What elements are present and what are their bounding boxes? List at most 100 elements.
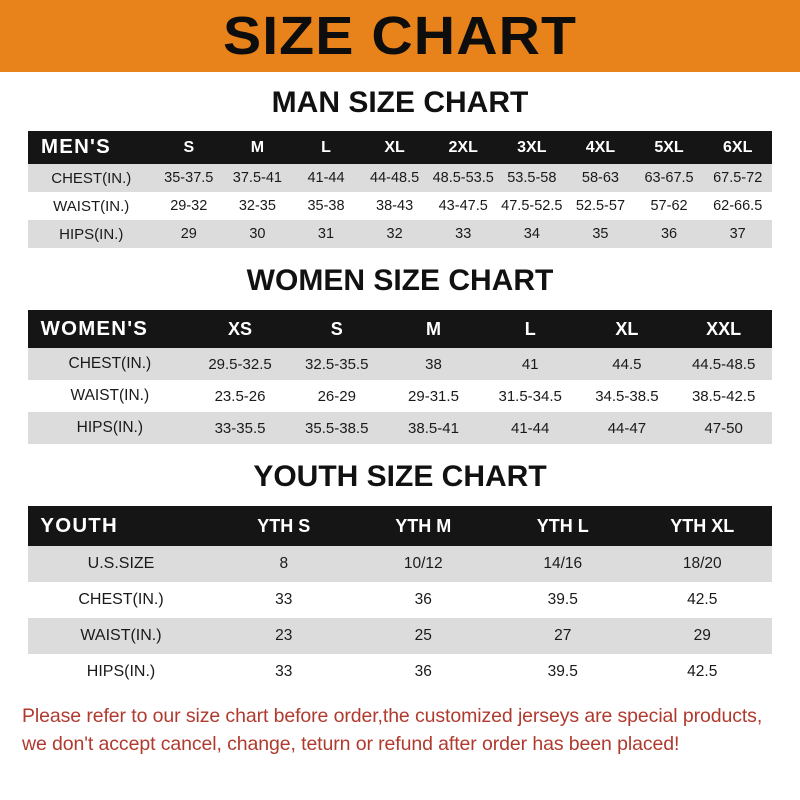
women-measurement-cell: 41-44 — [511, 419, 550, 437]
youth-measurement-cell: 36 — [414, 663, 432, 680]
youth-measurement-cell: 39.5 — [547, 591, 578, 608]
men-measurement-cell: 38-43 — [376, 198, 414, 214]
men-measurement-cell: 35-37.5 — [164, 170, 214, 186]
men-measurement-cell: 32-35 — [238, 198, 276, 214]
women-section: WOMEN SIZE CHART WOMEN'S XS S M L XL XXL CHEST(… — [0, 248, 800, 444]
youth-size-column-header: YTH XL — [670, 515, 735, 536]
women-header-label: WOMEN'S — [40, 317, 149, 340]
women-table-body: WOMEN'S XS S M L XL XXL CHEST(IN.) 29.5-32.5 32.5… — [28, 310, 772, 444]
women-size-column-header: XXL — [706, 318, 742, 339]
men-size-column-header: S — [183, 138, 195, 156]
men-table-body: MEN'S S M L XL 2XL 3XL 4XL 5XL 6XL CHEST(IN.) 35-37… — [28, 131, 772, 248]
youth-row-label: HIPS(IN.) — [86, 663, 156, 680]
youth-measurement-cell: 8 — [279, 555, 289, 572]
women-header-row: WOMEN'S XS S M L XL XXL — [28, 310, 772, 348]
table-row: HIPS(IN.) 33 36 39.5 42.5 — [28, 654, 772, 690]
women-measurement-cell: 44.5 — [612, 355, 642, 373]
men-measurement-cell: 41-44 — [307, 170, 345, 186]
youth-size-column-header: YTH L — [536, 515, 589, 536]
youth-measurement-cell: 39.5 — [547, 663, 578, 680]
women-measurement-cell: 38.5-41 — [408, 419, 459, 437]
men-row-label: WAIST(IN.) — [53, 197, 130, 215]
women-measurement-cell: 35.5-38.5 — [305, 419, 369, 437]
men-measurement-cell: 29-32 — [170, 198, 208, 214]
youth-measurement-cell: 33 — [275, 663, 293, 680]
men-measurement-cell: 30 — [249, 226, 266, 242]
men-row-label: CHEST(IN.) — [51, 169, 132, 187]
men-measurement-cell: 36 — [660, 226, 678, 242]
men-measurement-cell: 63-67.5 — [644, 170, 694, 186]
men-measurement-cell: 32 — [386, 226, 403, 242]
men-measurement-cell: 44-48.5 — [370, 170, 420, 186]
order-policy-note-line-2: we don't accept cancel, change, teturn o… — [22, 733, 680, 755]
youth-section: YOUTH SIZE CHART YOUTH YTH S YTH M YTH L YTH… — [0, 444, 800, 690]
men-size-column-header: L — [321, 138, 331, 156]
men-size-column-header: 2XL — [448, 138, 478, 156]
men-measurement-cell: 58-63 — [581, 170, 619, 186]
youth-table-body: YOUTH YTH S YTH M YTH L YTH XL U.S.SIZE 8 10/12… — [28, 506, 772, 690]
table-row: CHEST(IN.) 35-37.5 37.5-41 41-44 44-48.5 48.5… — [28, 164, 772, 192]
table-row: WAIST(IN.) 29-32 32-35 35-38 38-43 43-47.5 47.… — [28, 192, 772, 220]
youth-header-row: YOUTH YTH S YTH M YTH L YTH XL — [28, 506, 772, 546]
table-row: HIPS(IN.) 33-35.5 35.5-38.5 38.5-41 41-44 44-… — [28, 412, 772, 444]
men-header-label: MEN'S — [41, 136, 111, 158]
men-measurement-cell: 31 — [317, 226, 335, 242]
men-measurement-cell: 57-62 — [650, 198, 688, 214]
men-size-column-header: XL — [384, 138, 405, 156]
youth-measurement-cell: 23 — [275, 627, 293, 644]
men-header-row: MEN'S S M L XL 2XL 3XL 4XL 5XL 6XL — [28, 131, 772, 164]
men-row-label: HIPS(IN.) — [59, 225, 124, 243]
table-row: CHEST(IN.) 33 36 39.5 42.5 — [28, 582, 772, 618]
women-measurement-cell: 47-50 — [704, 419, 743, 437]
men-size-column-header: 3XL — [517, 138, 547, 156]
page-title: SIZE CHART — [222, 6, 578, 66]
women-measurement-cell: 33-35.5 — [214, 419, 266, 437]
men-measurement-cell: 47.5-52.5 — [501, 198, 563, 214]
men-size-column-header: 6XL — [723, 138, 753, 156]
men-size-table: MEN'S S M L XL 2XL 3XL 4XL 5XL 6XL CHEST(IN.) 35-37… — [28, 131, 772, 248]
men-measurement-cell: 35 — [592, 226, 609, 242]
men-measurement-cell: 52.5-57 — [575, 198, 626, 214]
men-size-column-header: 4XL — [585, 138, 616, 156]
youth-section-title: YOUTH SIZE CHART — [253, 460, 547, 493]
youth-measurement-cell: 10/12 — [403, 555, 443, 572]
youth-size-table: YOUTH YTH S YTH M YTH L YTH XL U.S.SIZE 8 10/12… — [28, 506, 772, 690]
women-measurement-cell: 31.5-34.5 — [498, 387, 562, 405]
youth-measurement-cell: 36 — [414, 591, 432, 608]
women-size-table: WOMEN'S XS S M L XL XXL CHEST(IN.) 29.5-32.5 32.5… — [28, 310, 772, 444]
women-measurement-cell: 38 — [425, 355, 442, 373]
youth-row-label: CHEST(IN.) — [78, 591, 164, 608]
men-measurement-cell: 35-38 — [307, 198, 345, 214]
youth-size-column-header: YTH S — [257, 515, 311, 536]
men-measurement-cell: 43-47.5 — [438, 198, 488, 214]
youth-row-label: U.S.SIZE — [87, 555, 155, 572]
youth-measurement-cell: 27 — [554, 627, 572, 644]
women-measurement-cell: 26-29 — [317, 387, 356, 405]
page-banner: SIZE CHART — [0, 0, 800, 72]
women-size-column-header: XL — [615, 318, 639, 339]
table-row: CHEST(IN.) 29.5-32.5 32.5-35.5 38 41 44.5 44.5… — [28, 348, 772, 380]
women-measurement-cell: 38.5-42.5 — [691, 387, 756, 405]
men-measurement-cell: 48.5-53.5 — [432, 170, 494, 186]
men-measurement-cell: 37 — [729, 226, 746, 242]
men-measurement-cell: 53.5-58 — [507, 170, 557, 186]
youth-size-column-header: YTH M — [395, 515, 452, 536]
men-measurement-cell: 29 — [180, 226, 197, 242]
order-policy-note: Please refer to our size chart before or… — [0, 690, 800, 758]
women-size-column-header: L — [524, 318, 536, 339]
youth-measurement-cell: 42.5 — [687, 663, 718, 680]
men-measurement-cell: 37.5-41 — [232, 170, 282, 186]
men-size-column-header: M — [250, 138, 265, 156]
women-section-title: WOMEN SIZE CHART — [246, 264, 554, 297]
women-size-column-header: S — [330, 318, 343, 339]
youth-measurement-cell: 18/20 — [682, 555, 722, 572]
women-measurement-cell: 41 — [521, 355, 539, 373]
men-measurement-cell: 67.5-72 — [713, 170, 763, 186]
women-measurement-cell: 29-31.5 — [408, 387, 459, 405]
women-size-column-header: XS — [228, 318, 253, 339]
women-measurement-cell: 44.5-48.5 — [691, 355, 756, 373]
women-row-label: WAIST(IN.) — [70, 387, 150, 404]
women-row-label: CHEST(IN.) — [68, 355, 152, 372]
table-row: WAIST(IN.) 23.5-26 26-29 29-31.5 31.5-34.5 34… — [28, 380, 772, 412]
